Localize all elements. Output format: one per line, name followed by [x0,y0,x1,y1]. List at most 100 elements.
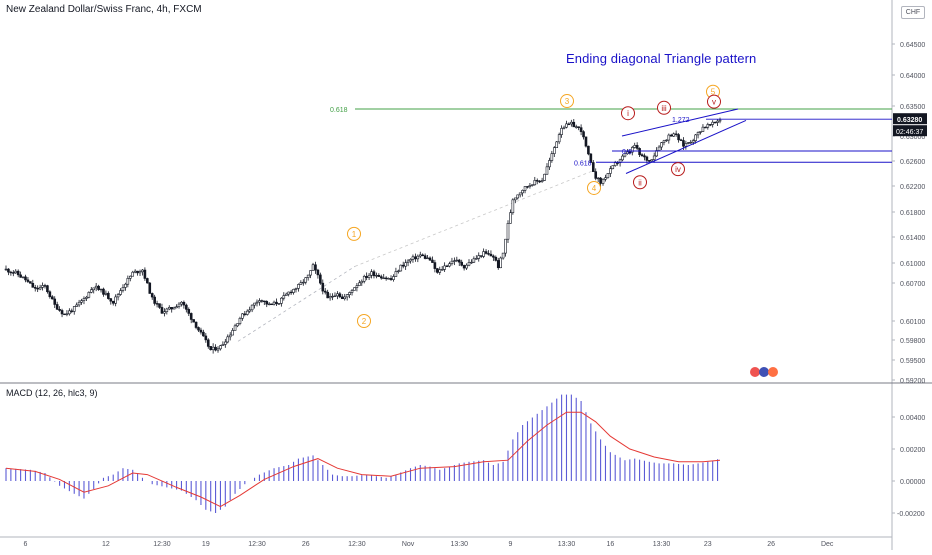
candle-body [526,186,529,188]
candle-body [165,308,169,312]
candle-body [80,300,83,303]
candle-body [294,288,298,290]
candle-body [543,173,546,181]
candle-body [567,123,571,125]
candle-body [209,346,212,351]
candle-body [638,148,641,155]
candle-body [577,126,580,128]
candle-body [475,258,478,260]
candle-body [409,259,412,262]
candle-body [150,293,154,298]
candle-body [633,145,637,148]
candle-body [436,268,439,273]
candle-body [487,253,490,255]
candle-body [672,133,675,137]
wave-label-3: 3 [560,94,574,109]
candle-body [331,295,334,298]
candle-body [60,310,64,315]
candle-body [708,124,712,126]
candle-body [287,291,290,295]
candle-body [270,303,273,306]
candle-body [448,263,451,267]
candle-body [501,252,505,259]
candle-body [121,287,125,291]
fib-0618-label: 0.618 [330,107,348,114]
candle-body [155,303,159,305]
candle-body [623,153,627,157]
pattern-layer: 1.272 0.618 0.6 [574,108,892,174]
candle-body [716,120,719,123]
wave-label-ii: ii [633,175,647,190]
candle-body [438,269,442,273]
candle-body [206,339,210,347]
candle-body [645,156,649,161]
wave-2-connector [237,265,356,342]
candle-body [416,255,420,260]
candle-body [689,141,693,144]
candle-body [63,313,66,316]
candle-body [336,293,339,297]
candle-body [550,153,554,161]
candle-body [255,301,259,304]
wave-label-4: 4 [587,180,601,195]
candle-body [704,126,707,129]
candle-body [691,140,695,143]
candle-body [477,255,481,259]
candle-body [124,283,127,288]
candle-body [348,292,351,295]
candle-body [133,270,137,273]
candle-body [36,287,39,290]
symbol-title: New Zealand Dollar/Swiss Franc, 4h, FXCM [6,4,202,15]
candle-body [514,197,517,201]
candle-body [97,285,100,290]
candle-body [219,345,222,350]
candle-body [109,298,113,302]
countdown-marker [893,125,927,137]
candle-body [643,155,646,158]
wave-label-iv-circle [671,162,685,177]
candle-body [138,271,142,274]
currency-badge[interactable]: CHF [901,6,925,19]
candle-body [253,302,256,306]
candle-body [14,270,18,274]
candle-body [280,297,283,304]
candle-body [494,256,498,261]
candle-body [94,285,98,289]
candle-body [87,292,91,298]
candle-body [365,276,368,278]
candle-body [711,121,714,125]
candle-body [272,301,276,305]
candle-body [116,294,120,298]
candle-body [55,304,59,310]
candle-body [355,285,359,288]
candle-body [431,259,434,263]
candle-body [85,296,88,299]
candle-body [309,270,312,276]
candle-body [314,264,317,271]
macd-tick-label: 0.00000 [900,479,925,486]
candle-body [58,309,61,311]
time-tick-label: 16 [606,541,614,548]
candle-body [552,147,556,154]
candle-body [326,291,329,299]
price-tick-label: 0.61400 [900,235,925,242]
candle-body [504,238,507,254]
candle-body [370,271,373,276]
candle-body [428,257,432,261]
candle-body [284,293,288,296]
candle-body [21,276,25,278]
candle-body [311,264,315,271]
wave-label-iii: iii [657,100,671,115]
candle-body [662,140,666,143]
candle-body [323,290,327,293]
current-price-label: 0.63280 [897,117,922,124]
candle-body [328,296,332,299]
candle-body [652,155,656,160]
candle-body [345,294,349,298]
candle-body [677,134,680,141]
candle-body [687,142,690,144]
wave-label-3-circle [560,94,574,109]
price-tick-label: 0.64000 [900,73,925,80]
candle-body [540,180,544,182]
